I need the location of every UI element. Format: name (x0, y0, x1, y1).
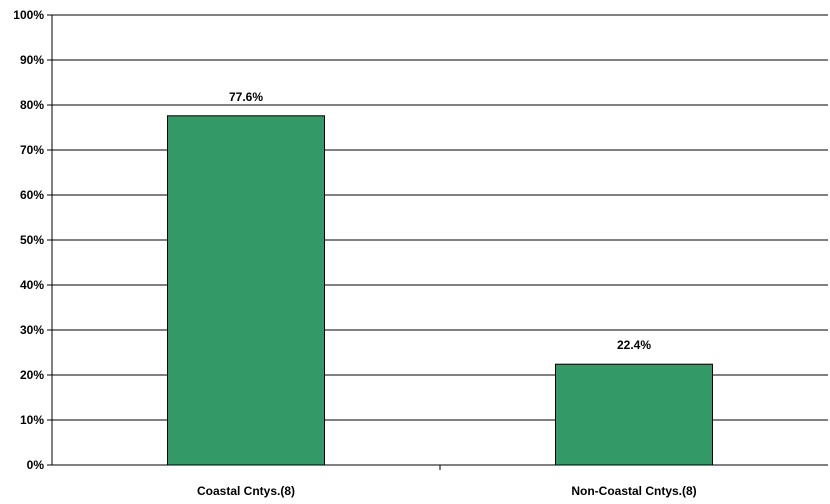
data-labels: 77.6% 22.4% (229, 90, 651, 352)
y-tick-label: 80% (20, 98, 44, 112)
y-tick-label: 40% (20, 278, 44, 292)
bar-value-label: 77.6% (229, 90, 263, 104)
x-axis-category-labels: Coastal Cntys.(8) Non-Coastal Cntys.(8) (197, 484, 697, 498)
category-label: Coastal Cntys.(8) (197, 484, 295, 498)
bar (555, 363, 713, 466)
y-tick-label: 30% (20, 323, 44, 337)
bar-value-label: 22.4% (617, 338, 651, 352)
bars (167, 115, 713, 466)
y-tick-label: 100% (13, 8, 44, 22)
axes (47, 14, 828, 470)
y-tick-label: 90% (20, 53, 44, 67)
y-tick-label: 60% (20, 188, 44, 202)
y-axis-tick-labels: 0% 10% 20% 30% 40% 50% 60% 70% 80% 90% 100% (13, 8, 44, 472)
y-tick-label: 0% (27, 458, 45, 472)
y-tick-label: 20% (20, 368, 44, 382)
bar (167, 115, 325, 466)
y-tick-label: 70% (20, 143, 44, 157)
y-tick-label: 10% (20, 413, 44, 427)
y-tick-label: 50% (20, 233, 44, 247)
category-label: Non-Coastal Cntys.(8) (571, 484, 696, 498)
